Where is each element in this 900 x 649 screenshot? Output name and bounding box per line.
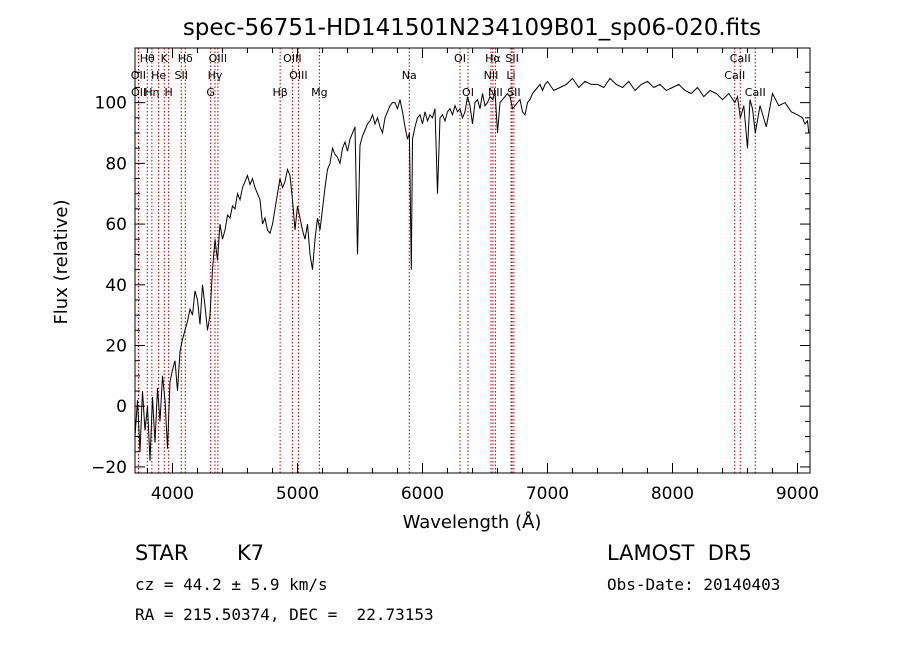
subclass: K7 [237, 541, 265, 565]
line-label-0: Hθ [140, 52, 155, 65]
y-axis-label: Flux (relative) [51, 199, 72, 324]
line-label-15: Mg [311, 86, 327, 99]
line-label-8: H [164, 86, 172, 99]
line-label-10: Hγ [208, 69, 223, 82]
line-label-9: OIII [209, 52, 227, 65]
line-label-12: Hβ [272, 86, 287, 99]
y-tick-label-80: 80 [105, 154, 127, 174]
y-tick-label-20: 20 [105, 337, 127, 357]
line-label-6: Hδ [178, 52, 193, 65]
y-axis: −20 0 20 40 60 80 100 [91, 71, 810, 478]
x-axis: 4000 5000 6000 7000 8000 9000 [147, 48, 819, 504]
line-label-26: CaII [724, 69, 745, 82]
line-markers [137, 48, 756, 473]
line-label-3: K [161, 52, 169, 65]
line-label-24: SII [507, 86, 520, 99]
y-tick-label-0: 0 [116, 397, 127, 417]
line-label-11: G [206, 86, 215, 99]
line-label-7: SII [175, 69, 188, 82]
object-class: STAR [135, 541, 189, 565]
line-label-19: Hα [485, 52, 501, 65]
coordinates: RA = 215.50374, DEC = 22.73153 [135, 605, 434, 624]
y-tick-label-40: 40 [105, 276, 127, 296]
x-axis-label: Wavelength (Å) [403, 511, 542, 533]
y-tick-label-100: 100 [95, 94, 127, 114]
line-label-13: OIII [283, 52, 301, 65]
x-tick-label-8000: 8000 [651, 484, 694, 504]
x-tick-label-6000: 6000 [401, 484, 444, 504]
line-label-20: SII [505, 52, 518, 65]
line-label-27: CaII [745, 86, 766, 99]
line-label-22: Li [506, 69, 515, 82]
x-tick-label-4000: 4000 [151, 484, 194, 504]
line-label-4: He [151, 69, 166, 82]
plot-frame [134, 47, 811, 474]
line-label-16: Na [402, 69, 417, 82]
redshift-readout: cz = 44.2 ± 5.9 km/s [135, 575, 328, 594]
line-label-21: NII [484, 69, 499, 82]
y-tick-label--20: −20 [91, 458, 127, 478]
line-label-25: CaII [730, 52, 751, 65]
line-label-18: OI [462, 86, 474, 99]
line-label-1: OII [131, 69, 146, 82]
spectrum-line [134, 77, 810, 461]
x-tick-label-7000: 7000 [526, 484, 569, 504]
x-tick-label-5000: 5000 [276, 484, 319, 504]
x-tick-label-9000: 9000 [776, 484, 819, 504]
obs-date: Obs-Date: 20140403 [607, 575, 781, 594]
chart-title: spec-56751-HD141501N234109B01_sp06-020.f… [183, 15, 761, 41]
y-tick-label-60: 60 [105, 215, 127, 235]
line-label-14: OIII [289, 69, 307, 82]
survey-label: LAMOST DR5 [607, 541, 752, 565]
line-label-17: OI [454, 52, 466, 65]
line-label-5: Hη [144, 86, 159, 99]
